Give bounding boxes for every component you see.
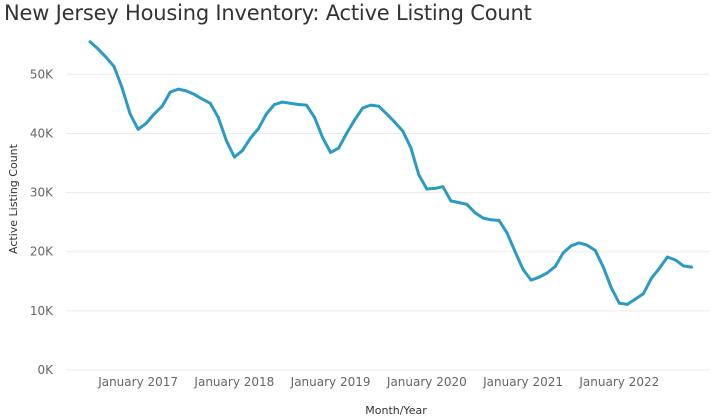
data-point bbox=[369, 103, 373, 107]
data-point bbox=[634, 297, 637, 301]
y-tick-label: 40K bbox=[30, 126, 54, 140]
data-point bbox=[593, 249, 597, 252]
data-point bbox=[104, 55, 108, 59]
chart-title: New Jersey Housing Inventory: Active Lis… bbox=[4, 1, 532, 25]
gridlines bbox=[66, 73, 710, 371]
data-point bbox=[112, 65, 116, 68]
data-point bbox=[281, 100, 284, 104]
data-point bbox=[136, 127, 140, 131]
data-point bbox=[88, 40, 92, 44]
x-tick-label: January 2019 bbox=[290, 375, 371, 389]
data-point bbox=[529, 278, 533, 282]
data-point bbox=[513, 250, 517, 254]
x-tick-label: January 2022 bbox=[578, 375, 659, 389]
data-point bbox=[449, 199, 453, 203]
data-point bbox=[497, 219, 501, 222]
data-point bbox=[601, 265, 605, 269]
data-point bbox=[337, 146, 340, 150]
data-point bbox=[249, 136, 252, 140]
data-point bbox=[537, 275, 541, 279]
data-point bbox=[289, 101, 292, 105]
data-point bbox=[650, 276, 653, 280]
data-point bbox=[120, 86, 124, 90]
data-point bbox=[168, 90, 172, 94]
x-tick-label: January 2018 bbox=[193, 375, 274, 389]
data-point bbox=[553, 265, 557, 268]
data-point bbox=[609, 286, 613, 290]
data-point bbox=[465, 203, 469, 206]
data-point bbox=[192, 93, 196, 96]
y-tick-label: 50K bbox=[30, 67, 54, 81]
data-point bbox=[345, 132, 348, 135]
data-point bbox=[233, 155, 236, 159]
data-point bbox=[433, 187, 437, 190]
data-point bbox=[642, 292, 645, 296]
data-point bbox=[128, 112, 132, 116]
data-point bbox=[96, 47, 100, 51]
data-point bbox=[682, 264, 685, 268]
data-point bbox=[521, 268, 525, 271]
data-point bbox=[401, 129, 405, 133]
data-point bbox=[265, 112, 268, 116]
data-point bbox=[409, 146, 413, 150]
data-point bbox=[361, 106, 365, 110]
data-point bbox=[473, 211, 477, 215]
x-axis-label: Month/Year bbox=[365, 404, 427, 417]
data-point bbox=[329, 151, 332, 154]
y-tick-label: 30K bbox=[30, 186, 54, 200]
y-axis-label: Active Listing Count bbox=[7, 143, 20, 254]
y-tick-label: 20K bbox=[30, 245, 54, 259]
x-tick-label: January 2020 bbox=[386, 375, 467, 389]
data-points bbox=[88, 40, 693, 306]
data-point bbox=[176, 87, 180, 91]
data-point bbox=[505, 231, 509, 235]
data-point bbox=[417, 173, 421, 177]
data-point bbox=[658, 266, 661, 270]
data-point bbox=[561, 251, 565, 255]
data-point bbox=[184, 89, 188, 93]
data-point bbox=[674, 258, 677, 262]
x-tick-label: January 2017 bbox=[97, 375, 178, 389]
series-line bbox=[88, 40, 693, 306]
data-point bbox=[297, 103, 300, 106]
data-point bbox=[457, 201, 461, 205]
data-point bbox=[353, 118, 357, 122]
data-point bbox=[224, 139, 228, 142]
data-point bbox=[585, 243, 589, 247]
data-point bbox=[425, 187, 429, 191]
x-axis-ticks: January 2017 January 2018 January 2019 Janu… bbox=[97, 375, 659, 389]
data-point bbox=[666, 255, 669, 259]
data-point bbox=[152, 112, 156, 116]
y-axis-ticks: 0K 10K 20K 30K 40K 50K bbox=[30, 67, 54, 377]
data-point bbox=[577, 241, 581, 245]
data-point bbox=[305, 103, 308, 107]
data-point bbox=[569, 244, 573, 248]
data-point bbox=[144, 122, 148, 125]
y-tick-label: 10K bbox=[30, 304, 54, 318]
data-point bbox=[160, 104, 164, 108]
data-point bbox=[241, 149, 244, 153]
data-point bbox=[690, 265, 693, 269]
data-point bbox=[385, 112, 389, 116]
data-point bbox=[481, 216, 485, 220]
y-tick-label: 0K bbox=[37, 363, 54, 377]
x-tick-label: January 2021 bbox=[482, 375, 563, 389]
data-point bbox=[545, 271, 549, 275]
data-point bbox=[313, 116, 316, 119]
data-point bbox=[617, 301, 621, 305]
data-point bbox=[273, 103, 276, 106]
data-point bbox=[216, 116, 220, 119]
data-point bbox=[321, 136, 324, 140]
data-point bbox=[200, 97, 204, 101]
data-point bbox=[393, 120, 397, 124]
data-point bbox=[257, 127, 260, 131]
data-point bbox=[441, 185, 445, 189]
data-point bbox=[625, 303, 629, 306]
data-point bbox=[489, 218, 493, 222]
data-point bbox=[208, 101, 212, 105]
data-point bbox=[377, 104, 381, 108]
